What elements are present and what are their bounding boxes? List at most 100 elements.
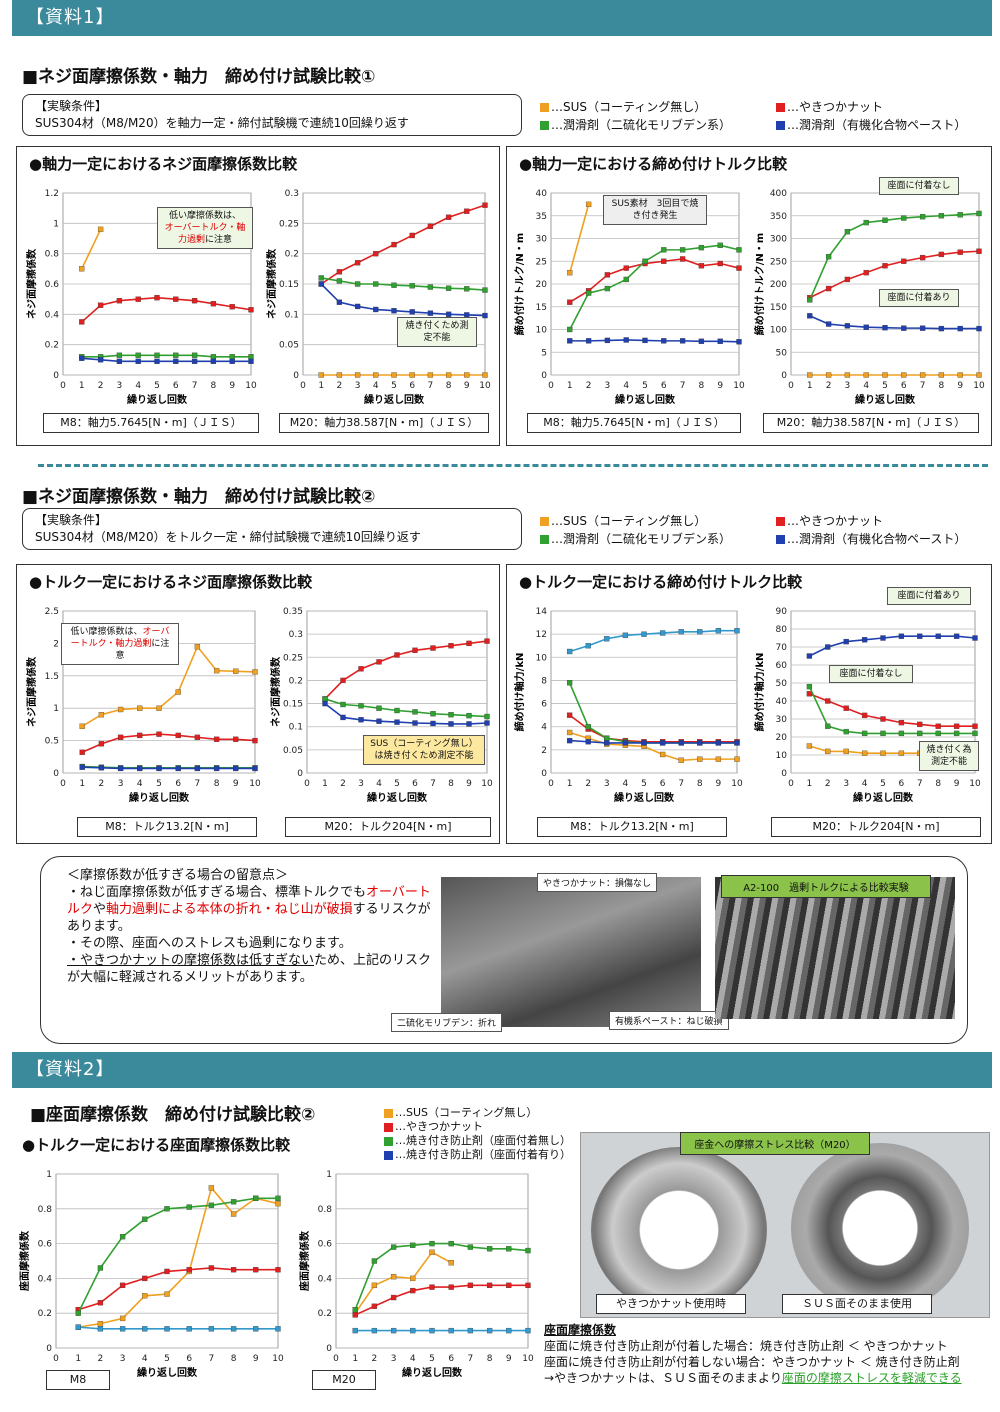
y-tick-label: 0.3 (285, 189, 299, 199)
data-point (901, 215, 907, 221)
data-point (697, 756, 703, 762)
data-point (825, 748, 831, 755)
data-point (233, 736, 239, 742)
x-tick-label: 2 (825, 779, 831, 789)
data-point (861, 637, 868, 643)
data-point (390, 1327, 397, 1334)
data-point (229, 304, 235, 310)
data-point (604, 735, 610, 741)
data-point (844, 276, 851, 283)
summary-line: →やきつかナットは、ＳＵＳ面そのままより座面の摩擦ストレスを軽減できる (544, 1370, 989, 1386)
data-point (117, 765, 124, 772)
data-point (976, 372, 982, 378)
x-tick-label: 6 (901, 381, 907, 391)
data-point (97, 1326, 104, 1332)
x-tick-label: 0 (60, 381, 66, 391)
x-tick-label: 8 (697, 779, 703, 789)
bolts-photo (441, 877, 701, 1027)
tips-text: ため、上記のリスクが大幅に軽減されるメリットがあります。 (67, 953, 432, 985)
data-point (825, 644, 831, 650)
x-tick-label: 9 (466, 779, 472, 789)
data-point (248, 358, 254, 365)
y-tick-label: 40 (776, 697, 788, 707)
note-text: 低い摩擦係数は、 (168, 211, 241, 221)
x-tick-label: 10 (733, 381, 745, 391)
data-point (230, 1326, 237, 1332)
data-point (427, 223, 434, 230)
x-tick-label: 2 (585, 779, 591, 789)
data-point (117, 706, 124, 713)
data-point (137, 705, 143, 711)
y-tick-label: 1.2 (45, 189, 59, 199)
data-point (75, 1310, 81, 1316)
x-tick-label: 0 (333, 1354, 339, 1364)
data-point (567, 326, 573, 333)
data-point (373, 306, 379, 313)
data-point (976, 325, 982, 332)
x-tick-label: 9 (253, 1354, 259, 1364)
tips-text: や (93, 902, 107, 917)
data-point (863, 324, 869, 330)
data-point (623, 276, 629, 283)
condition-text: SUS304材（M8/M20）をトルク一定・締付試験機で連続10回繰り返す (35, 530, 421, 544)
data-point (919, 254, 926, 261)
series-line (81, 296, 252, 323)
data-point (336, 278, 343, 284)
series-line (321, 277, 486, 291)
chart-svg: 0 0.05 0.1 0.15 0.2 0.25 0.3 0 1 2 3 4 5 6 7 8 9 10 繰り返し回数… (265, 189, 491, 406)
y-tick-label: 0.2 (318, 1309, 332, 1319)
y-tick-label: 0.2 (38, 1309, 52, 1319)
x-tick-label: 7 (678, 779, 684, 789)
data-point (901, 325, 907, 331)
x-tick-label: 10 (969, 779, 981, 789)
data-point (412, 709, 418, 715)
data-point (322, 696, 328, 702)
data-point (409, 283, 415, 289)
data-point (340, 677, 346, 684)
data-point (429, 1249, 435, 1255)
legend-item: …やきつかナット (787, 514, 884, 528)
legend-swatch (540, 103, 549, 112)
washer-label: やきつかナット使用時 (596, 1294, 746, 1314)
data-point (697, 740, 703, 746)
data-point (391, 282, 397, 288)
data-point (957, 212, 963, 218)
data-point (482, 372, 488, 378)
y-tick-label: 0.8 (45, 250, 60, 260)
x-tick-label: 2 (826, 381, 832, 391)
data-point (919, 214, 926, 220)
y-tick-label: 1.5 (45, 672, 59, 682)
data-point (585, 201, 592, 208)
series-line (569, 629, 737, 653)
x-tick-label: 3 (391, 1354, 397, 1364)
data-point (585, 290, 592, 296)
series-line (324, 640, 488, 700)
summary-heading: 座面摩擦係数 (544, 1323, 617, 1337)
data-point (175, 732, 181, 739)
data-point (429, 1327, 435, 1334)
x-tick-label: 8 (935, 779, 941, 789)
data-point (373, 251, 379, 257)
x-tick-label: 7 (195, 779, 201, 789)
series-line (81, 354, 251, 358)
plot-area (335, 1173, 529, 1349)
y-tick-label: 0.4 (38, 1274, 53, 1284)
y-tick-label: 0 (46, 1344, 52, 1354)
x-tick-label: 5 (429, 1354, 435, 1364)
data-point (566, 737, 573, 744)
data-point (698, 244, 705, 251)
data-point (482, 312, 488, 319)
data-point (972, 723, 978, 729)
series-line (809, 250, 980, 299)
data-point (210, 358, 217, 365)
data-point (391, 372, 397, 378)
data-point (79, 723, 85, 729)
chart-m8-seat: 0 0.2 0.4 0.6 0.8 1 0 1 2 3 4 5 6 7 8 9 10 繰り返し回数 座面摩擦係数 (16, 1164, 286, 1386)
x-tick-label: 8 (214, 779, 220, 789)
data-point (861, 712, 868, 719)
series-line (354, 1284, 528, 1316)
data-point (376, 705, 382, 711)
washer-title: 座金への摩擦ストレス比較（M20） (680, 1132, 870, 1155)
data-point (429, 1284, 435, 1290)
data-point (482, 287, 488, 293)
